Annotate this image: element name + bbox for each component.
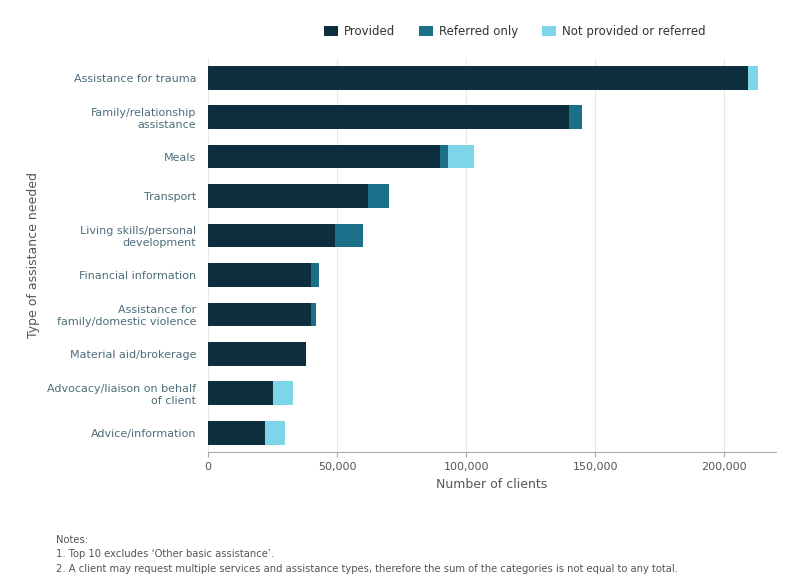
Bar (448, 145, 474, 168)
Bar (747, 66, 758, 89)
Bar (440, 145, 448, 168)
X-axis label: Number of clients: Number of clients (436, 478, 548, 491)
Bar (368, 184, 389, 208)
Y-axis label: Type of assistance needed: Type of assistance needed (27, 172, 40, 338)
Bar (273, 382, 293, 405)
Bar (208, 184, 368, 208)
Bar (208, 421, 265, 444)
Bar (208, 303, 311, 326)
Bar (208, 145, 440, 168)
Legend: Provided, Referred only, Not provided or referred: Provided, Referred only, Not provided or… (319, 20, 710, 43)
Bar (208, 66, 747, 89)
Bar (570, 106, 582, 129)
Bar (208, 382, 273, 405)
Bar (265, 421, 286, 444)
Bar (208, 106, 570, 129)
Bar (311, 303, 317, 326)
Bar (208, 263, 311, 287)
Bar (208, 224, 334, 247)
Bar (311, 263, 319, 287)
Text: Notes:
1. Top 10 excludes ‘Other basic assistance’.
2. A client may request mult: Notes: 1. Top 10 excludes ‘Other basic a… (56, 535, 678, 574)
Bar (208, 342, 306, 365)
Bar (334, 224, 363, 247)
